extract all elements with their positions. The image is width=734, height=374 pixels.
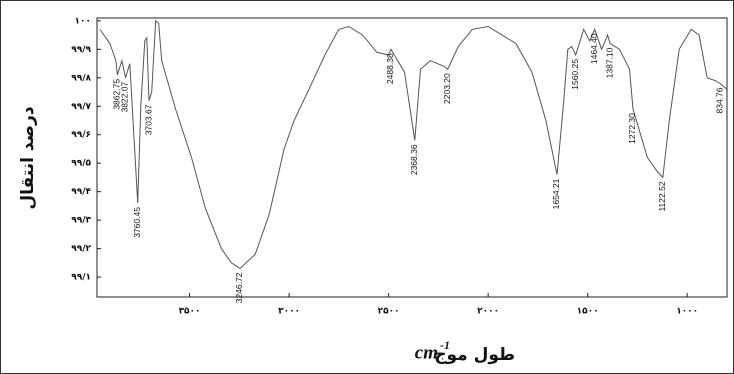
x-tick-label: ۲۰۰۰ <box>477 307 499 317</box>
peak-label: 1654.21 <box>551 178 561 209</box>
y-tick-label: ۹۹/۷ <box>71 102 91 112</box>
x-axis-unit-exponent: -1 <box>440 338 450 352</box>
peak-label: 1464.40 <box>589 33 599 64</box>
peak-label: 1387.10 <box>604 47 614 78</box>
peak-label: 1272.30 <box>627 113 637 144</box>
y-tick-label: ۹۹/۲ <box>71 244 91 254</box>
peak-label: 2488.38 <box>385 53 395 84</box>
y-tick-label: ۹۹/۵ <box>71 159 91 169</box>
y-tick-label: ۹۹/۹ <box>71 45 91 55</box>
peak-label: 3822.07 <box>120 82 130 113</box>
y-tick-label: ۹۹/۴ <box>71 187 91 197</box>
y-tick-label: ۹۹/۶ <box>71 130 91 140</box>
x-tick-label: ۲۵۰۰ <box>378 307 400 317</box>
peak-label: 1560.25 <box>570 59 580 90</box>
plot-frame <box>96 17 728 298</box>
x-tick-label: ۳۵۰۰ <box>179 307 201 317</box>
x-tick-label: ۳۰۰۰ <box>278 307 300 317</box>
y-tick-label: ۱۰۰ <box>75 16 91 26</box>
y-tick-label: ۹۹/۳ <box>71 216 91 226</box>
peak-label: 3246.72 <box>234 272 244 303</box>
peak-label: 3862.75 <box>112 79 122 110</box>
y-tick-label: ۹۹/۸ <box>71 73 91 83</box>
y-tick-label: ۹۹/۱ <box>71 273 91 283</box>
peak-label: 834.76 <box>714 87 724 113</box>
x-axis-label: طول موج <box>434 345 515 365</box>
peak-label: 2203.20 <box>442 73 452 104</box>
spectrum-line <box>99 19 728 270</box>
x-axis-unit: cm <box>415 342 438 363</box>
x-tick-label: ۱۵۰۰ <box>577 307 599 317</box>
y-axis-label: درصد انتقال <box>18 106 38 209</box>
x-tick-label: ۱۰۰۰ <box>676 307 698 317</box>
peak-label: 1122.52 <box>657 181 667 211</box>
peak-label: 3760.45 <box>132 207 142 238</box>
peak-label: 3703.67 <box>143 104 153 135</box>
peak-label: 2368.36 <box>409 144 419 175</box>
